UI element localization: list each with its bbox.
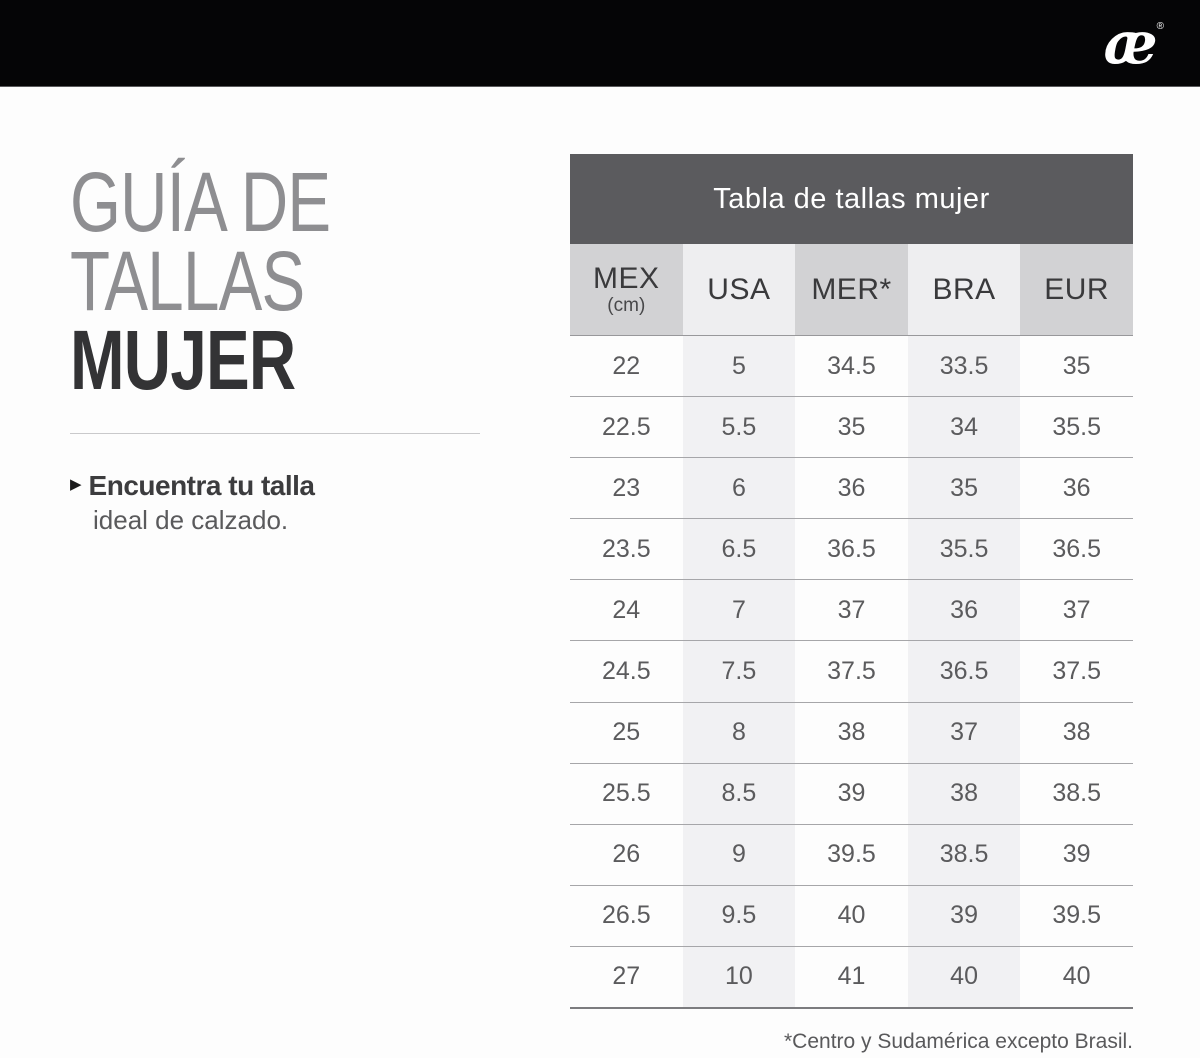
section-divider — [70, 433, 480, 434]
table-cell: 33.5 — [907, 336, 1021, 397]
table-cell: 38.5 — [1052, 779, 1101, 808]
table-cell: 34 — [907, 397, 1021, 458]
table-row: 26 9 39.5 38.5 39 — [570, 824, 1133, 886]
table-cell: 24 — [612, 595, 641, 624]
column-header-label: MEX — [593, 261, 660, 295]
table-cell: 25.5 — [601, 779, 651, 808]
table-cell: 26.5 — [601, 901, 651, 930]
table-row: 23.5 6.5 36.5 35.5 36.5 — [570, 519, 1133, 581]
page-title: GUÍA DE TALLAS MUJER — [70, 155, 404, 407]
table-cell: 5.5 — [682, 397, 796, 458]
column-header-eur: EUR — [1020, 244, 1133, 335]
table-cell: 38 — [1062, 718, 1091, 747]
table-header-row: MEX (cm) USA MER* BRA EUR — [570, 244, 1133, 336]
table-cell: 37.5 — [1052, 657, 1101, 686]
table-cell: 35.5 — [1052, 412, 1101, 441]
table-row: 25.5 8.5 39 38 38.5 — [570, 763, 1133, 825]
column-header-mer: MER* — [795, 244, 908, 335]
column-header-sub: (cm) — [607, 294, 646, 316]
table-cell: 7.5 — [682, 641, 796, 702]
column-header-bra: BRA — [907, 244, 1021, 335]
table-cell: 39.5 — [1052, 901, 1101, 930]
table-cell: 6.5 — [682, 519, 796, 580]
table-cell: 36 — [907, 580, 1021, 641]
column-header-usa: USA — [682, 244, 796, 335]
table-cell: 38 — [907, 763, 1021, 824]
table-cell: 37 — [907, 702, 1021, 763]
table-row: 26.5 9.5 40 39 39.5 — [570, 885, 1133, 947]
table-row: 25 8 38 37 38 — [570, 702, 1133, 764]
table-row: 27 10 41 40 40 — [570, 946, 1133, 1010]
tip-bold-text: Encuentra tu talla — [88, 470, 315, 501]
table-cell: 35.5 — [907, 519, 1021, 580]
tip-block: ▶ Encuentra tu talla ideal de calzado. — [70, 470, 500, 536]
table-cell: 40 — [1062, 962, 1091, 991]
table-cell: 9.5 — [682, 885, 796, 946]
table-cell: 38.5 — [907, 824, 1021, 885]
top-bar: æ ® — [0, 0, 1200, 87]
table-cell: 10 — [682, 946, 796, 1008]
size-table: Tabla de tallas mujer MEX (cm) USA MER* … — [570, 154, 1133, 1010]
column-header-label: USA — [707, 272, 771, 306]
ae-ligature-icon: æ — [1103, 9, 1158, 77]
table-cell: 8.5 — [682, 763, 796, 824]
table-cell: 8 — [682, 702, 796, 763]
table-cell: 24.5 — [601, 657, 651, 686]
table-cell: 23.5 — [601, 534, 651, 563]
registered-mark: ® — [1156, 21, 1164, 32]
table-cell: 35 — [907, 458, 1021, 519]
table-cell: 37.5 — [827, 657, 876, 686]
table-row: 24 7 37 36 37 — [570, 580, 1133, 642]
table-cell: 37 — [837, 595, 866, 624]
table-cell: 27 — [612, 962, 641, 991]
table-cell: 39.5 — [827, 840, 876, 869]
tip-secondary-text: ideal de calzado. — [93, 505, 289, 535]
table-cell: 23 — [612, 473, 641, 502]
title-line-1: GUÍA DE — [70, 155, 331, 249]
column-header-label: MER* — [811, 272, 892, 306]
table-cell: 35 — [837, 412, 866, 441]
table-row: 24.5 7.5 37.5 36.5 37.5 — [570, 641, 1133, 703]
table-cell: 25 — [612, 718, 641, 747]
size-table-body: 22 5 34.5 33.5 35 22.5 5.5 35 34 35.5 23 6 36 35 36 23.… — [570, 336, 1133, 1010]
table-cell: 36.5 — [1052, 534, 1101, 563]
table-cell: 5 — [682, 336, 796, 397]
table-cell: 34.5 — [827, 351, 876, 380]
column-header-mex: MEX (cm) — [570, 244, 683, 335]
column-header-label: EUR — [1044, 272, 1110, 306]
table-cell: 39 — [1062, 840, 1091, 869]
table-cell: 22.5 — [601, 412, 651, 441]
table-title: Tabla de tallas mujer — [570, 154, 1133, 244]
column-header-label: BRA — [932, 272, 996, 306]
table-cell: 26 — [612, 840, 641, 869]
table-cell: 36.5 — [907, 641, 1021, 702]
table-cell: 41 — [837, 962, 866, 991]
title-line-2: TALLAS — [70, 234, 305, 328]
brand-logo: æ ® — [1104, 8, 1164, 78]
footnote: *Centro y Sudamérica excepto Brasil. — [784, 1030, 1133, 1053]
table-row: 22 5 34.5 33.5 35 — [570, 336, 1133, 398]
table-cell: 37 — [1062, 595, 1091, 624]
table-row: 23 6 36 35 36 — [570, 458, 1133, 520]
table-cell: 40 — [837, 901, 866, 930]
table-cell: 39 — [907, 885, 1021, 946]
table-cell: 40 — [907, 946, 1021, 1008]
table-cell: 6 — [682, 458, 796, 519]
table-cell: 38 — [837, 718, 866, 747]
title-line-3: MUJER — [70, 313, 296, 407]
bullet-arrow-icon: ▶ — [70, 476, 82, 493]
table-cell: 36 — [1062, 473, 1091, 502]
table-cell: 35 — [1062, 351, 1091, 380]
table-row: 22.5 5.5 35 34 35.5 — [570, 397, 1133, 459]
table-cell: 22 — [612, 351, 641, 380]
table-cell: 36.5 — [827, 534, 876, 563]
table-cell: 9 — [682, 824, 796, 885]
table-cell: 39 — [837, 779, 866, 808]
table-cell: 7 — [682, 580, 796, 641]
table-cell: 36 — [837, 473, 866, 502]
